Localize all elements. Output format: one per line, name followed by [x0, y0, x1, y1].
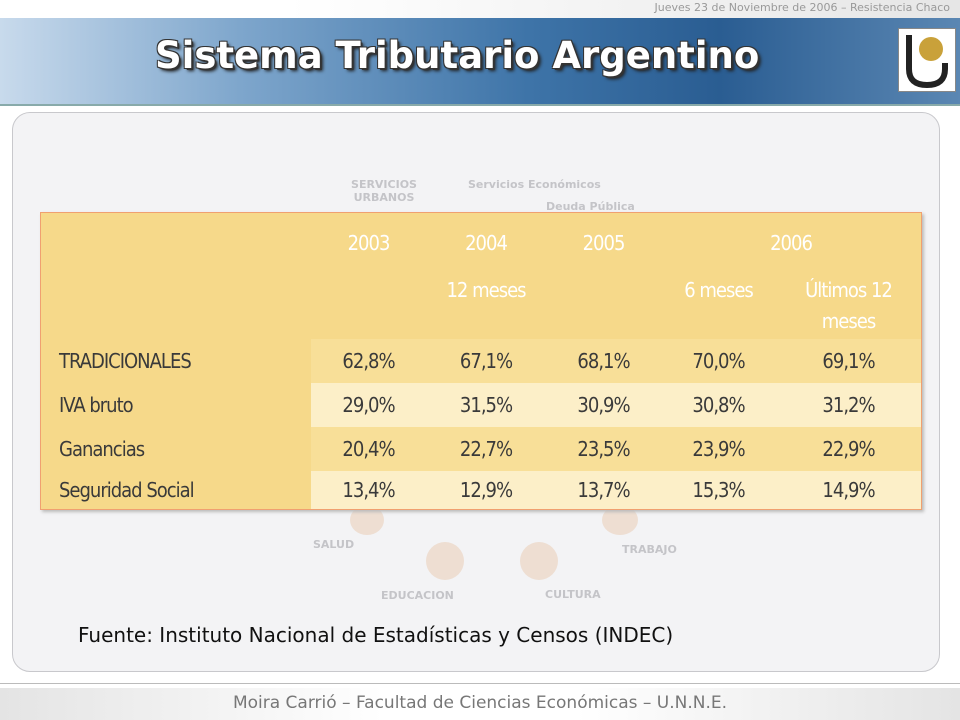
bg-label: Servicios Económicos [468, 178, 601, 191]
logo-graphic [906, 35, 948, 89]
cell: 31,2% [776, 383, 921, 427]
bg-icon [350, 505, 384, 535]
title-banner [0, 18, 960, 106]
cell: 13,4% [311, 471, 426, 509]
source-note: Fuente: Instituto Nacional de Estadístic… [78, 623, 674, 647]
cell: 31,5% [426, 383, 546, 427]
row-label: Ganancias [41, 427, 311, 471]
period-header: 6 meses [684, 278, 754, 302]
bg-label: SALUD [313, 538, 355, 551]
cell: 23,9% [661, 427, 776, 471]
year-header: 2006 [770, 231, 813, 255]
period-header: Últimos 12 meses [805, 278, 893, 333]
top-bar [0, 0, 960, 18]
year-header: 2004 [465, 231, 508, 255]
footer: Moira Carrió – Facultad de Ciencias Econ… [232, 693, 728, 713]
cell: 29,0% [311, 383, 426, 427]
cell: 30,9% [546, 383, 661, 427]
row-label: IVA bruto [41, 383, 311, 427]
cell: 68,1% [546, 339, 661, 383]
bg-icon [520, 542, 558, 580]
row-label: Seguridad Social [41, 471, 311, 509]
bg-label: SERVICIOS URBANOS [351, 178, 417, 204]
cell: 13,7% [546, 471, 661, 509]
cell: 62,8% [311, 339, 426, 383]
table: 2003 2004 2005 2006 12 meses 6 meses Últimos 1… [40, 212, 922, 510]
cell: 70,0% [661, 339, 776, 383]
date: Jueves 23 de Noviembre de 2006 – Resiste… [654, 1, 951, 14]
cell: 22,9% [776, 427, 921, 471]
cell: 12,9% [426, 471, 546, 509]
cell: 69,1% [776, 339, 921, 383]
cell: 30,8% [661, 383, 776, 427]
bg-label: Deuda Pública [546, 200, 635, 213]
title: Sistema Tributario Argentino [155, 34, 760, 77]
footer-line [0, 683, 960, 684]
year-header: 2003 [347, 231, 391, 255]
bg-icon [426, 542, 464, 580]
cell: 14,9% [776, 471, 921, 509]
cell: 22,7% [426, 427, 546, 471]
footer-bar [0, 688, 960, 720]
cell: 20,4% [311, 427, 426, 471]
cell: 67,1% [426, 339, 546, 383]
bg-label: CULTURA [545, 588, 601, 601]
bg-label: TRABAJO [622, 543, 677, 556]
cell: 23,5% [546, 427, 661, 471]
bg-label: EDUCACION [381, 589, 454, 602]
logo [898, 28, 956, 92]
logo-u [906, 35, 948, 89]
bg-icon [602, 505, 638, 535]
period-header: 12 meses [446, 278, 526, 302]
logo-sun [919, 37, 943, 61]
row-label: TRADICIONALES [41, 339, 311, 383]
cell: 15,3% [661, 471, 776, 509]
year-header: 2005 [582, 231, 626, 255]
